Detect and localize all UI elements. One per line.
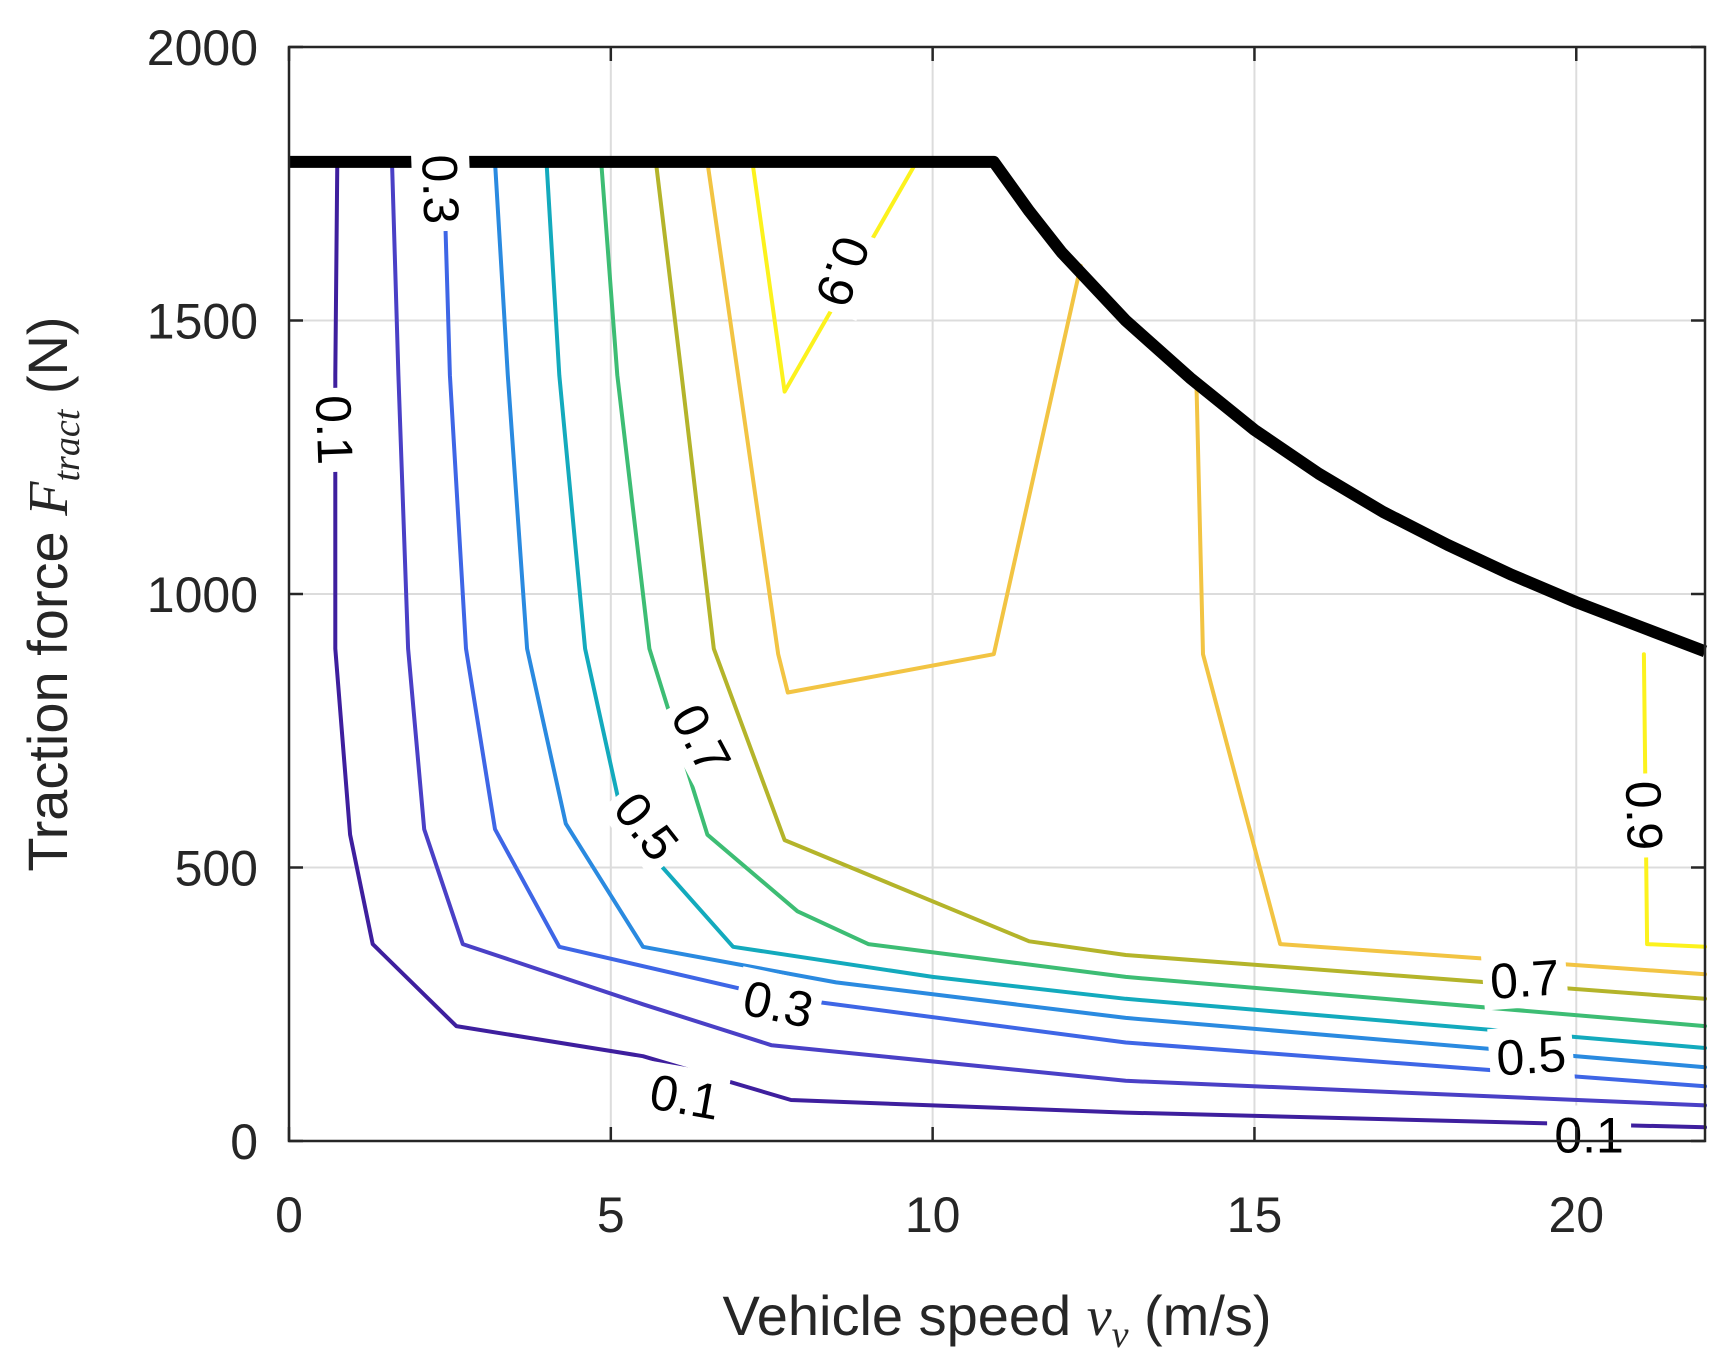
contour-label-pad [656,687,748,790]
contour-label: 0.1 [1547,1105,1632,1164]
contour-label-text: 0.1 [646,1064,724,1131]
contour-label-pad [801,222,886,322]
contour-label-pad [638,1060,732,1133]
contour-label-pad [1614,772,1676,859]
contour-label-text: 0.1 [1554,1108,1624,1164]
contour-label: 0.3 [410,146,472,233]
contour-label-pad [598,774,696,877]
y-tick-label: 1500 [147,294,258,350]
contour-label-pad [731,966,826,1041]
contour-line-0-2 [390,159,1707,1108]
contour-line-0-5 [544,159,1707,1050]
y-tick-label: 0 [230,1114,258,1170]
contour-label-text: 0.5 [1495,1026,1568,1087]
contour-label-pad [1480,946,1569,1011]
contour-label-text: 0.9 [1615,780,1673,851]
x-tick-label: 20 [1548,1187,1604,1243]
y-tick-label: 1000 [147,567,258,623]
contour-label: 0.1 [304,386,366,473]
x-tick-label: 10 [905,1187,961,1243]
contour-label: 0.7 [1480,946,1569,1011]
x-tick-label: 5 [597,1187,625,1243]
contour-line-0-6 [599,159,1707,1029]
x-tick-label: 15 [1227,1187,1283,1243]
contour-label-text: 0.3 [411,153,469,224]
contour-label: 0.5 [1487,1023,1576,1088]
contour-label-pad [410,146,472,233]
contour-label-text: 0.7 [1488,949,1561,1010]
contour-label-pad [304,386,366,473]
contour-line-0-1 [333,159,1707,1130]
contour-line-0-4 [493,159,1707,1070]
contour-label: 0.1 [638,1060,732,1133]
x-axis-title: Vehicle speed vv (m/s) [722,1284,1271,1356]
contour-label-pad [1547,1105,1632,1164]
y-axis-title: Traction force Ftract (N) [16,316,88,871]
contour-line-0-9 [1641,652,1707,949]
contour-line-0-8 [705,159,1083,695]
contour-lines [333,159,1707,1130]
contour-labels: 0.10.30.90.70.5 0.90.30.10.70.50.1 [304,146,1676,1164]
contour-label-pad [1487,1023,1576,1088]
max-traction-boundary [289,155,1708,658]
axis-ticks: 0 5 10 15 20 0 500 1000 1500 2000 [147,20,1705,1243]
x-tick-label: 0 [275,1187,303,1243]
contour-line-0-7 [653,159,1707,1001]
contour-label-text: 0.1 [305,394,363,465]
boundary-curve [289,155,1708,658]
y-tick-label: 500 [175,841,258,897]
contour-label: 0.9 [1614,772,1676,859]
y-tick-label: 2000 [147,20,258,76]
contour-line-0-3 [441,159,1707,1089]
